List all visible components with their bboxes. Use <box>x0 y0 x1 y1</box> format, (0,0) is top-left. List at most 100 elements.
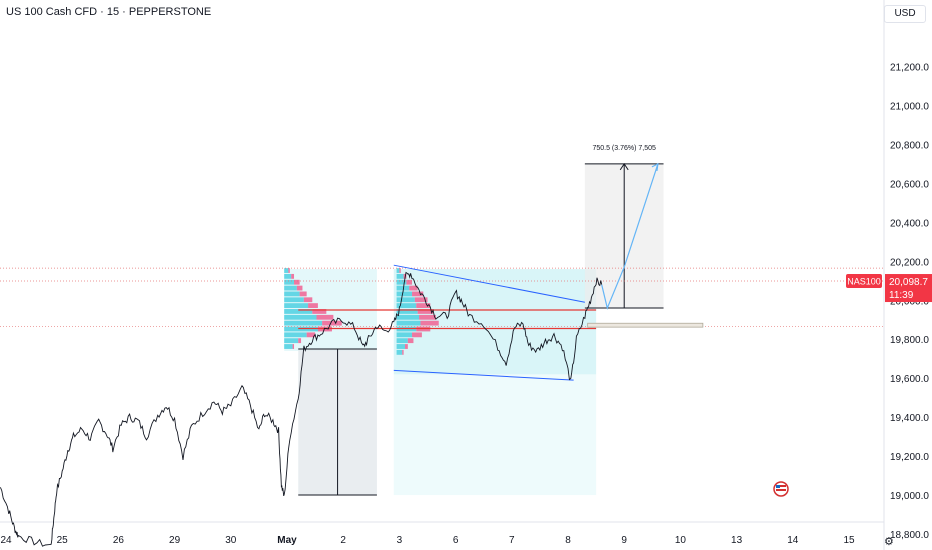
currency-button[interactable]: USD <box>884 5 926 23</box>
y-tick-label: 18,800.0 <box>890 530 929 541</box>
price-countdown: 11:39 <box>889 290 914 301</box>
y-tick-label: 19,400.0 <box>890 413 929 424</box>
x-tick-label: 13 <box>731 535 743 546</box>
vp2-blue-bar <box>396 344 406 349</box>
vp1-blue-bar <box>284 291 300 297</box>
vp1-blue-bar <box>284 279 295 285</box>
measure-label: 750.5 (3.76%) 7,505 <box>592 145 656 152</box>
vp2-pink-bar <box>412 332 422 338</box>
vp2-pink-bar <box>399 268 401 273</box>
vp1-blue-bar <box>284 285 297 291</box>
vp2-pink-bar <box>409 285 418 291</box>
x-tick-label: 6 <box>453 535 459 546</box>
x-tick-label: 9 <box>621 535 627 546</box>
vp1-pink-bar <box>288 268 290 273</box>
vp2-blue-bar <box>396 297 415 303</box>
vp2-pink-bar <box>417 309 434 314</box>
vp1-pink-bar <box>316 314 334 320</box>
vp2-blue-bar <box>396 285 410 291</box>
vp1-blue-bar <box>284 273 292 279</box>
channel-upper-line <box>393 264 585 303</box>
projection-arrow-head <box>651 162 659 171</box>
vp2-blue-bar <box>396 273 404 279</box>
y-tick-label: 21,000.0 <box>890 101 929 112</box>
x-tick-label: 30 <box>225 535 237 546</box>
y-tick-label: 20,400.0 <box>890 218 929 229</box>
vp1-pink-bar <box>308 303 318 309</box>
price-badge <box>885 274 932 303</box>
symbol-title[interactable]: US 100 Cash CFD · 15 · PEPPERSTONE <box>6 6 212 18</box>
gear-icon: ⚙ <box>884 535 894 548</box>
vp1-blue-bar <box>284 309 313 314</box>
symbol-badge-label: NAS100 <box>847 277 881 287</box>
vp2-blue-bar <box>396 303 417 309</box>
us-flag-canton <box>776 485 780 488</box>
price-line <box>0 271 603 547</box>
vp2-pink-bar <box>414 297 428 303</box>
vp2-pink-bar <box>406 279 413 285</box>
x-tick-label: 2 <box>340 535 346 546</box>
x-tick-label: May <box>277 535 297 546</box>
channel-lower-line <box>393 369 574 381</box>
y-tick-label: 20,600.0 <box>890 179 929 190</box>
x-tick-label: 15 <box>843 535 855 546</box>
us-flag-stripe-2 <box>776 489 786 491</box>
vp2-blue-bar <box>396 314 420 320</box>
projection-path <box>601 163 659 311</box>
vp2-blue-bar <box>396 268 400 273</box>
vp1-pink-bar <box>298 338 302 344</box>
vp1-blue-bar <box>284 338 299 344</box>
vp1-pink-bar <box>296 285 303 291</box>
vp1-blue-bar <box>284 303 309 309</box>
y-tick-label: 20,800.0 <box>890 140 929 151</box>
vp2-blue-bar <box>396 279 407 285</box>
vp2-blue-bar <box>396 349 403 355</box>
vp2-pink-bar <box>416 303 431 309</box>
vp2-pink-bar <box>402 349 404 355</box>
x-tick-label: 24 <box>0 535 12 546</box>
price-badge-value: 20,098.7 <box>889 277 928 288</box>
x-tick-label: 29 <box>169 535 181 546</box>
vp1-pink-bar <box>292 344 295 349</box>
y-tick-label: 19,200.0 <box>890 452 929 463</box>
vp1-pink-bar <box>306 332 316 338</box>
vp1-blue-bar <box>284 332 307 338</box>
y-tick-label: 20,200.0 <box>890 257 929 268</box>
y-tick-label: 19,600.0 <box>890 374 929 385</box>
measure-arrow-head <box>619 162 629 171</box>
us-flag-stripe-1 <box>776 485 786 487</box>
vp2-pink-bar <box>420 320 439 326</box>
x-tick-label: 3 <box>397 535 403 546</box>
vp1-pink-bar <box>303 297 313 303</box>
y-tick-label: 21,200.0 <box>890 63 929 74</box>
y-tick-label: 19,000.0 <box>890 491 929 502</box>
vp2-blue-bar <box>396 309 418 314</box>
y-tick-label: 19,800.0 <box>890 335 929 346</box>
x-tick-label: 26 <box>113 535 125 546</box>
vp2-pink-bar <box>407 338 414 344</box>
vp1-pink-bar <box>322 320 342 326</box>
vp2-pink-bar <box>405 344 408 349</box>
x-tick-label: 25 <box>57 535 69 546</box>
vp1-blue-bar <box>284 297 304 303</box>
vp1-pink-bar <box>294 279 300 285</box>
x-tick-label: 8 <box>565 535 571 546</box>
vp1-blue-bar <box>284 344 293 349</box>
vp2-blue-bar <box>396 332 413 338</box>
vp2-blue-bar <box>396 338 408 344</box>
support-box <box>587 322 704 328</box>
x-tick-label: 14 <box>787 535 799 546</box>
vp2-blue-bar <box>396 291 413 297</box>
vp1-blue-bar <box>284 268 289 273</box>
vp1-blue-bar <box>284 320 323 326</box>
vp2-pink-bar <box>412 291 424 297</box>
vp1-pink-bar <box>291 273 295 279</box>
vp1-pink-bar <box>299 291 307 297</box>
x-tick-label: 10 <box>675 535 687 546</box>
vp1-blue-bar <box>284 314 317 320</box>
x-tick-label: 7 <box>509 535 515 546</box>
vp2-pink-bar <box>419 314 436 320</box>
symbol-badge <box>846 274 882 289</box>
vp1-pink-bar <box>312 309 327 314</box>
